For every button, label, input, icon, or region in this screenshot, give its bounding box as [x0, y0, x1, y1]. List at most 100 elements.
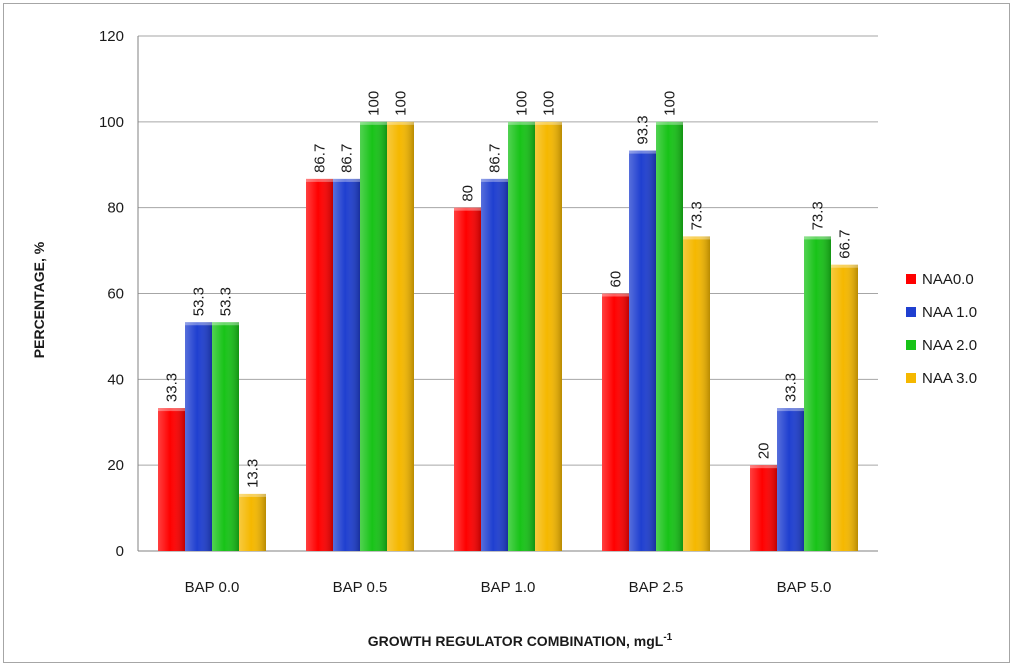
- bar-shade: [656, 121, 683, 551]
- x-category-label: BAP 0.0: [185, 579, 240, 596]
- data-label: 53.3: [218, 287, 235, 316]
- bar-top: [333, 178, 360, 182]
- legend-label: NAA 2.0: [922, 337, 977, 354]
- y-axis-ticks: 0 20 40 60 80 100 120: [99, 28, 124, 560]
- bar: [602, 293, 629, 551]
- bar: [454, 207, 481, 551]
- bar: [387, 121, 414, 551]
- x-axis-title-superscript: -1: [663, 632, 672, 643]
- bar-shade: [804, 236, 831, 551]
- x-category-label: BAP 1.0: [481, 579, 536, 596]
- bar: [212, 322, 239, 551]
- bar-top: [481, 178, 508, 182]
- bar-top: [683, 236, 710, 240]
- bar-shade: [333, 178, 360, 551]
- legend-item: NAA 2.0: [906, 337, 977, 354]
- bar: [185, 322, 212, 551]
- y-tick-label: 100: [99, 114, 124, 131]
- bar-top: [508, 121, 535, 125]
- legend-swatch: [906, 340, 916, 350]
- data-label: 20: [756, 442, 773, 459]
- bar-top: [804, 236, 831, 240]
- y-tick-label: 80: [107, 200, 124, 217]
- x-axis-title-text: GROWTH REGULATOR COMBINATION, mgL: [368, 633, 664, 649]
- data-label: 33.3: [164, 373, 181, 402]
- bar-shade: [683, 236, 710, 551]
- bar-shade: [185, 322, 212, 551]
- bar: [535, 121, 562, 551]
- data-label: 73.3: [689, 201, 706, 230]
- y-tick-label: 120: [99, 28, 124, 45]
- bar-shade: [602, 293, 629, 551]
- bar: [158, 408, 185, 551]
- bar-top: [629, 150, 656, 154]
- bar-top: [185, 322, 212, 326]
- data-label: 100: [393, 91, 410, 116]
- bar-top: [777, 408, 804, 412]
- data-label: 80: [460, 185, 477, 202]
- data-label: 66.7: [837, 230, 854, 259]
- data-label: 86.7: [312, 144, 329, 173]
- bar-shade: [535, 121, 562, 551]
- y-tick-label: 60: [107, 286, 124, 303]
- bar-top: [750, 465, 777, 469]
- data-label: 86.7: [487, 144, 504, 173]
- bar: [831, 264, 858, 551]
- bar: [656, 121, 683, 551]
- x-category-label: BAP 0.5: [333, 579, 388, 596]
- data-label: 86.7: [339, 144, 356, 173]
- legend: NAA0.0 NAA 1.0 NAA 2.0 NAA 3.0: [906, 271, 977, 387]
- bar-top: [360, 121, 387, 125]
- bar-top: [454, 207, 481, 211]
- legend-label: NAA0.0: [922, 271, 974, 288]
- y-tick-label: 40: [107, 371, 124, 388]
- legend-swatch: [906, 274, 916, 284]
- bar: [629, 150, 656, 551]
- bar-shade: [481, 178, 508, 551]
- bar: [333, 178, 360, 551]
- legend-item: NAA 3.0: [906, 370, 977, 387]
- y-tick-label: 0: [116, 543, 124, 560]
- bar-shade: [387, 121, 414, 551]
- legend-label: NAA 1.0: [922, 304, 977, 321]
- data-label: 100: [662, 91, 679, 116]
- bar-shade: [750, 465, 777, 551]
- bar-shade: [239, 493, 266, 551]
- x-axis-categories: BAP 0.0 BAP 0.5 BAP 1.0 BAP 2.5 BAP 5.0: [185, 579, 832, 596]
- bar: [750, 465, 777, 551]
- bar-shade: [777, 408, 804, 551]
- bars: [158, 121, 858, 551]
- bar: [306, 178, 333, 551]
- x-category-label: BAP 2.5: [629, 579, 684, 596]
- x-axis-title: GROWTH REGULATOR COMBINATION, mgL-1: [368, 632, 673, 649]
- bar: [239, 493, 266, 551]
- bar-shade: [454, 207, 481, 551]
- data-label: 13.3: [245, 459, 262, 488]
- y-axis-title: PERCENTAGE, %: [31, 241, 47, 358]
- bar-shade: [158, 408, 185, 551]
- legend-swatch: [906, 373, 916, 383]
- legend-label: NAA 3.0: [922, 370, 977, 387]
- bar-top: [656, 121, 683, 125]
- bar-shade: [360, 121, 387, 551]
- y-tick-label: 20: [107, 457, 124, 474]
- bar-top: [387, 121, 414, 125]
- data-label: 100: [541, 91, 558, 116]
- bar: [804, 236, 831, 551]
- bar-top: [212, 322, 239, 326]
- bar-top: [306, 178, 333, 182]
- bar-top: [535, 121, 562, 125]
- legend-item: NAA 1.0: [906, 304, 977, 321]
- data-label: 93.3: [635, 115, 652, 144]
- bar-top: [602, 293, 629, 297]
- bar-top: [831, 264, 858, 268]
- bar-shade: [629, 150, 656, 551]
- bar-shade: [306, 178, 333, 551]
- data-label: 100: [366, 91, 383, 116]
- data-label: 100: [514, 91, 531, 116]
- bar-shade: [831, 264, 858, 551]
- bar: [683, 236, 710, 551]
- bar: [777, 408, 804, 551]
- bar: [360, 121, 387, 551]
